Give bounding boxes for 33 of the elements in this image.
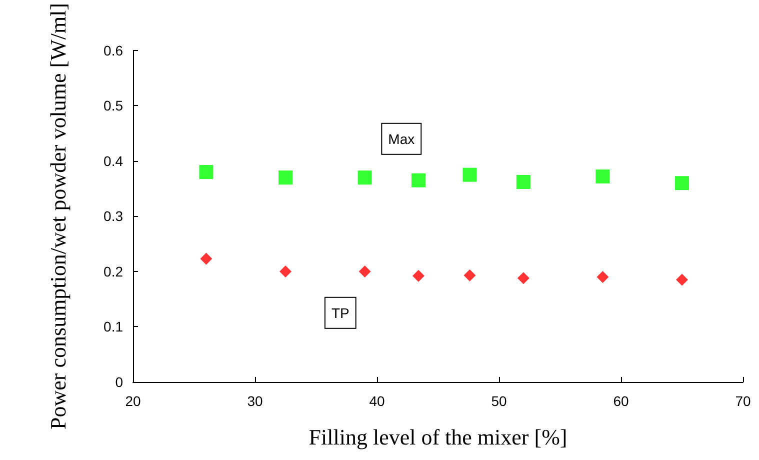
annotation: Max <box>388 130 415 147</box>
y-tick-label: 0.6 <box>104 42 124 58</box>
point <box>675 176 689 190</box>
point <box>676 274 688 286</box>
x-axis-title: Filling level of the mixer [%] <box>308 424 568 450</box>
point <box>199 165 214 180</box>
point <box>200 252 212 265</box>
point <box>411 173 426 188</box>
x-tick-label: 40 <box>369 393 385 409</box>
point <box>358 265 371 278</box>
x-tick-label: 60 <box>613 393 629 409</box>
y-tick-label: 0.2 <box>104 263 124 280</box>
point <box>412 270 424 282</box>
annotation: TP <box>331 304 350 321</box>
point <box>596 169 610 184</box>
point <box>464 269 476 282</box>
x-tick-label: 70 <box>735 393 751 409</box>
y-tick-label: 0.1 <box>104 318 124 335</box>
y-tick-label: 0.4 <box>104 152 124 169</box>
point <box>517 272 530 284</box>
x-tick-label: 30 <box>247 393 263 409</box>
x-tick-label: 50 <box>491 393 507 409</box>
point <box>358 170 372 185</box>
point <box>462 168 477 182</box>
y-tick-label: 0.5 <box>104 98 124 114</box>
y-axis-title: Power consumption/wet powder volume [W/ml] <box>46 2 70 430</box>
y-tick-label: 0.3 <box>104 208 124 224</box>
point <box>280 265 292 278</box>
y-tick-label: 0 <box>115 374 124 390</box>
x-tick-label: 20 <box>125 393 141 409</box>
point <box>596 271 609 284</box>
point <box>278 170 292 185</box>
point <box>516 174 530 189</box>
